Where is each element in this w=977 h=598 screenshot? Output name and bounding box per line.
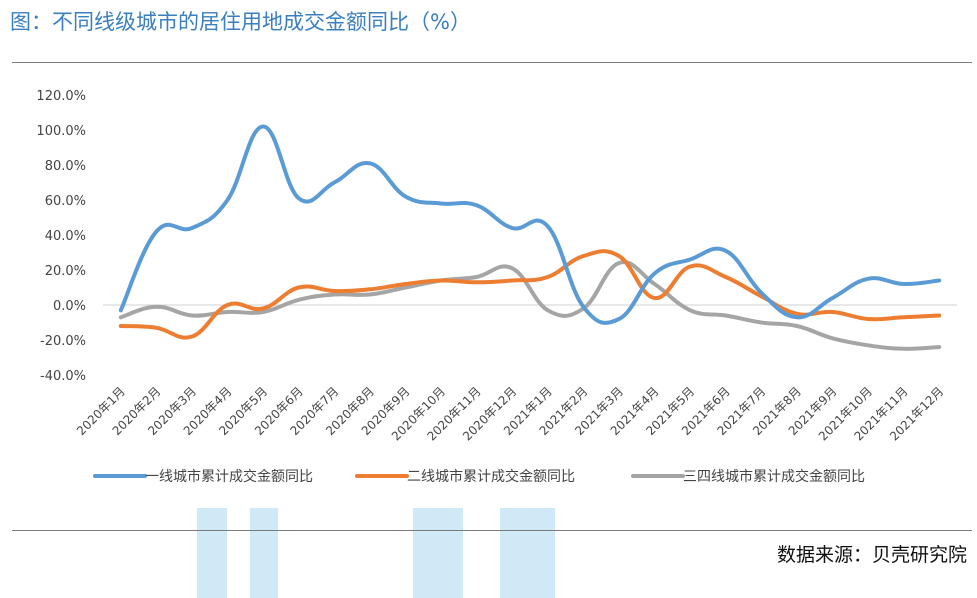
y-tick-label: 80.0% — [45, 159, 86, 174]
top-rule — [12, 62, 972, 63]
series-line-1 — [118, 124, 942, 325]
y-tick-label: 120.0% — [36, 89, 86, 104]
series-line-3 — [118, 260, 942, 351]
watermark-stroke-4 — [500, 508, 555, 598]
legend-label-1: 一线城市累计成交金额同比 — [145, 468, 313, 485]
bottom-rule — [12, 530, 972, 531]
chart-title: 图：不同线级城市的居住用地成交金额同比（%） — [10, 10, 471, 34]
legend-label-3: 三四线城市累计成交金额同比 — [683, 468, 865, 485]
y-tick-label: 0.0% — [53, 299, 86, 314]
y-tick-label: 20.0% — [45, 264, 86, 279]
watermark-stroke-3 — [413, 508, 463, 598]
legend-label-2: 二线城市累计成交金额同比 — [407, 468, 575, 485]
y-tick-label: 40.0% — [45, 229, 86, 244]
y-tick-label: 100.0% — [36, 124, 86, 139]
y-tick-label: -20.0% — [40, 334, 86, 349]
watermark-stroke-1 — [197, 508, 227, 598]
y-tick-label: -40.0% — [40, 369, 86, 384]
line-chart: 120.0% 100.0% 80.0% 60.0% 40.0% 20.0% 0.0% -20.… — [36, 89, 957, 485]
watermark-stroke-2 — [250, 508, 278, 598]
y-tick-label: 60.0% — [45, 194, 86, 209]
data-source: 数据来源：贝壳研究院 — [776, 544, 967, 566]
series-line-2 — [118, 249, 942, 340]
